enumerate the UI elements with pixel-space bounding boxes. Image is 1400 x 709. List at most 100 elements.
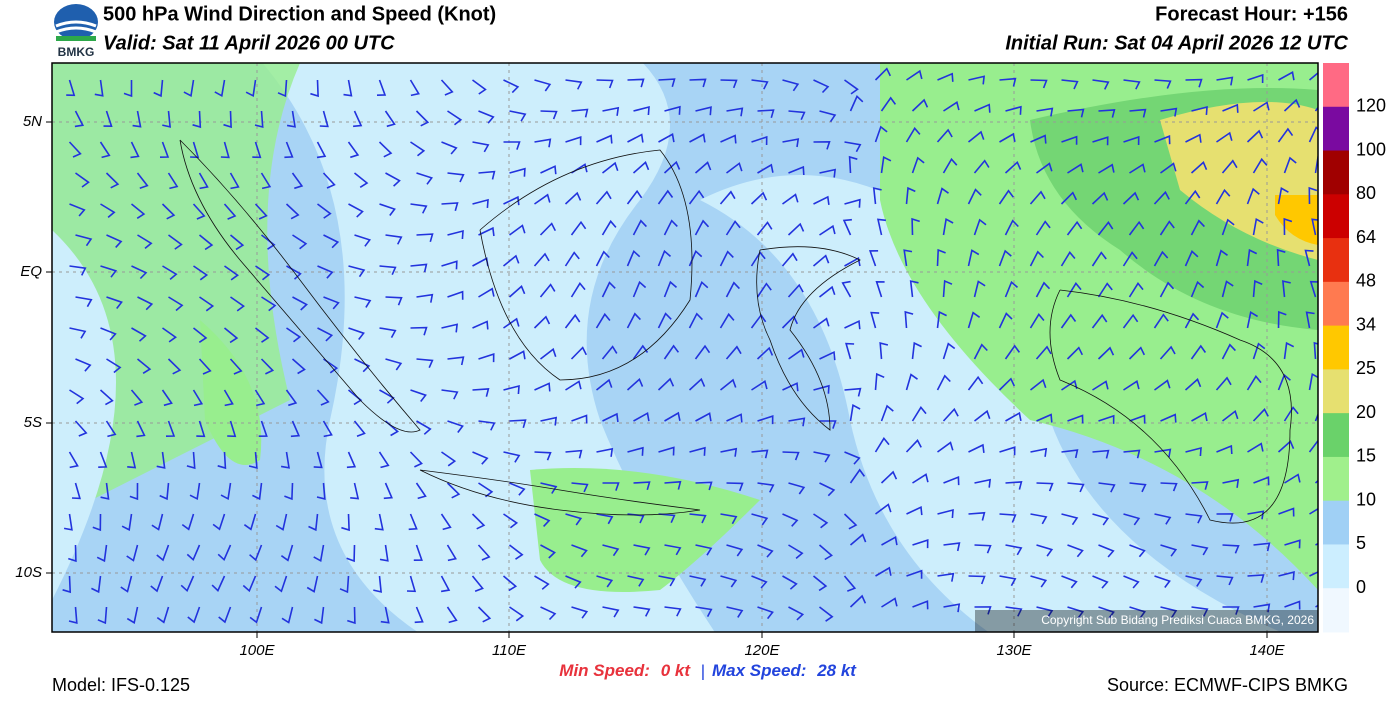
wind-barb <box>348 327 365 340</box>
wind-barb <box>180 575 195 593</box>
wind-barb <box>509 419 527 429</box>
wind-barb <box>602 482 620 491</box>
wind-barb <box>813 451 831 463</box>
wind-barb <box>1313 341 1318 360</box>
wind-barb <box>69 327 87 339</box>
wind-barb <box>1252 217 1264 236</box>
wind-barb <box>1122 191 1140 205</box>
wind-barb <box>317 265 334 279</box>
wind-barb <box>1129 414 1146 424</box>
wind-barb <box>129 482 139 501</box>
initial-run: Initial Run: Sat 04 April 2026 12 UTC <box>1005 32 1348 54</box>
wind-barb <box>633 544 651 556</box>
wind-barb <box>99 389 114 406</box>
wind-barb <box>410 326 428 336</box>
wind-barb <box>441 323 459 333</box>
wind-barb <box>1128 346 1146 360</box>
wind-barb <box>695 412 712 422</box>
wind-barb <box>1030 79 1048 89</box>
lat-label: 5N <box>23 113 42 130</box>
wind-barb <box>75 296 93 308</box>
wind-barb <box>664 105 681 115</box>
wind-barb <box>663 344 680 360</box>
wind-barb <box>757 414 774 425</box>
wind-barb <box>1098 414 1115 424</box>
lon-label: 100E <box>239 642 275 659</box>
wind-barb <box>1092 380 1109 391</box>
wind-barb <box>440 79 454 96</box>
wind-barb <box>347 606 356 625</box>
wind-barb <box>539 222 557 236</box>
wind-barb <box>68 141 82 158</box>
wind-barb <box>694 280 709 298</box>
wind-barb <box>471 513 486 530</box>
wind-barb <box>757 606 774 620</box>
wind-barb <box>787 222 805 236</box>
wind-barb <box>211 575 226 592</box>
wind-barb <box>936 248 946 267</box>
wind-barb <box>316 389 330 406</box>
wind-barb <box>849 468 866 484</box>
wind-barb <box>478 226 495 237</box>
wind-barb <box>316 482 326 500</box>
wind-barb <box>596 447 614 457</box>
wind-barb <box>726 606 744 618</box>
wind-barb <box>441 260 458 270</box>
wind-barb <box>323 234 340 249</box>
wind-barb <box>380 606 390 624</box>
wind-barb <box>1278 571 1295 581</box>
wind-barb <box>870 311 880 329</box>
wind-barb <box>695 544 713 556</box>
wind-barb <box>1185 78 1203 88</box>
wind-barb <box>323 296 340 310</box>
wind-barb <box>1308 126 1318 143</box>
wind-barb <box>168 234 183 250</box>
wind-barb <box>565 380 582 391</box>
wind-barb <box>503 317 520 329</box>
wind-barb <box>1191 411 1208 422</box>
wind-barb <box>540 110 558 120</box>
wind-barb <box>447 290 464 300</box>
wind-barb <box>126 544 139 562</box>
wind-barb <box>688 189 705 205</box>
wind-barb <box>848 155 858 174</box>
wind-barb <box>1308 439 1318 453</box>
wind-barb <box>509 167 526 177</box>
wind-barb <box>223 110 232 129</box>
wind-barb <box>1215 249 1228 267</box>
wind-barb <box>408 513 418 531</box>
wind-barb <box>1004 280 1019 298</box>
wind-barb <box>819 285 836 298</box>
wind-barb <box>416 233 434 243</box>
wind-barb <box>156 451 166 469</box>
wind-barb <box>150 575 164 593</box>
wind-barb <box>130 203 146 219</box>
wind-barb <box>414 606 424 624</box>
forecast-hour: Forecast Hour: +156 <box>1155 3 1348 25</box>
wind-barb <box>62 575 72 594</box>
wind-barb <box>880 96 897 112</box>
colorbar-label: 10 <box>1356 489 1376 509</box>
wind-barb <box>967 375 984 391</box>
lon-label: 130E <box>996 642 1032 659</box>
wind-barb <box>339 575 350 594</box>
wind-barb <box>1036 162 1053 174</box>
wind-barb <box>1252 157 1268 174</box>
wind-barb <box>906 505 923 516</box>
wind-barb <box>99 141 111 159</box>
wind-barb <box>1247 510 1265 520</box>
wind-barb <box>1283 217 1293 236</box>
wind-barb <box>750 191 768 205</box>
wind-barb <box>1005 481 1023 490</box>
wind-barb <box>943 542 961 552</box>
wind-barb <box>252 141 262 159</box>
wind-barb <box>689 446 706 456</box>
wind-barb <box>1153 313 1169 329</box>
wind-barb <box>1309 571 1318 577</box>
wind-barb <box>1253 476 1270 486</box>
wind-barb <box>1314 155 1318 174</box>
wind-barb <box>1061 79 1079 90</box>
wind-barb <box>601 281 616 298</box>
wind-barb <box>69 265 87 276</box>
wind-barb <box>1122 313 1139 329</box>
